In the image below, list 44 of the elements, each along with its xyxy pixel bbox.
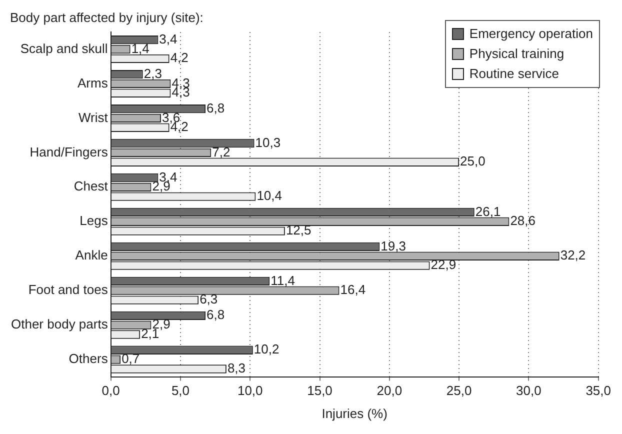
legend-label: Emergency operation xyxy=(469,25,593,43)
data-label: 10,3 xyxy=(255,134,281,150)
data-label: 7,2 xyxy=(212,144,230,160)
x-tick-label: 15,0 xyxy=(307,383,332,398)
x-tick-label: 30,0 xyxy=(516,383,542,398)
data-label: 16,4 xyxy=(340,282,366,298)
data-label: 25,0 xyxy=(460,154,486,169)
data-label: 3,6 xyxy=(162,110,180,125)
data-label: 3,4 xyxy=(159,169,178,184)
data-label: 8,3 xyxy=(227,360,246,376)
data-label: 11,4 xyxy=(270,272,295,288)
y-tick-label: Others xyxy=(68,351,108,366)
legend-label: Physical training xyxy=(469,45,564,63)
y-tick-label: Ankle xyxy=(75,248,108,263)
x-tick-label: 10,0 xyxy=(237,383,263,398)
data-label: 10,4 xyxy=(256,188,282,204)
data-label: 1,4 xyxy=(131,40,150,56)
y-tick-label: Legs xyxy=(80,213,108,228)
x-tick-label: 25,0 xyxy=(446,383,472,398)
y-axis-title: Body part affected by injury (site): xyxy=(10,10,204,26)
data-label: 26,1 xyxy=(475,204,501,219)
data-label: 28,6 xyxy=(510,213,536,228)
y-tick-label: Wrist xyxy=(78,110,108,125)
y-tick-label: Arms xyxy=(77,75,108,90)
y-tick-label: Scalp and skull xyxy=(20,40,108,56)
x-tick-label: 35,0 xyxy=(586,383,612,398)
data-label: 6,3 xyxy=(200,292,218,307)
y-tick-label: Hand/Fingers xyxy=(30,144,108,160)
x-axis-title: Injuries (%) xyxy=(322,406,388,421)
x-tick-label: 20,0 xyxy=(376,383,402,398)
legend-label: Routine service xyxy=(469,65,560,83)
x-tick-label: 5,0 xyxy=(171,383,190,398)
data-label: 6,8 xyxy=(206,100,225,116)
data-label: 2,3 xyxy=(144,66,162,81)
x-tick-label: 0,0 xyxy=(102,383,120,398)
data-label: 10,2 xyxy=(254,342,280,357)
data-label: 32,2 xyxy=(560,248,586,263)
y-tick-label: Other body parts xyxy=(11,316,108,332)
data-label: 3,4 xyxy=(159,31,178,46)
data-label: 4,2 xyxy=(170,50,188,66)
y-tick-label: Foot and toes xyxy=(28,282,108,298)
y-tick-label: Chest xyxy=(74,178,108,194)
data-label: 19,3 xyxy=(380,238,406,254)
data-label: 6,8 xyxy=(206,307,225,322)
